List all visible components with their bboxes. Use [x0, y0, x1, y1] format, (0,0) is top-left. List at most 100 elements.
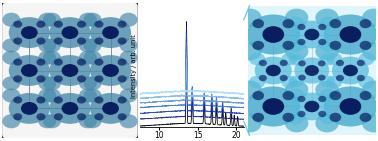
- Ellipse shape: [249, 76, 265, 88]
- Ellipse shape: [13, 113, 22, 120]
- Ellipse shape: [2, 13, 20, 27]
- Ellipse shape: [38, 13, 56, 27]
- Ellipse shape: [297, 111, 305, 117]
- Ellipse shape: [79, 114, 97, 128]
- Ellipse shape: [2, 76, 20, 90]
- Ellipse shape: [38, 38, 56, 53]
- Ellipse shape: [118, 37, 127, 45]
- Ellipse shape: [315, 9, 339, 27]
- Ellipse shape: [280, 75, 288, 81]
- Ellipse shape: [294, 57, 329, 84]
- Ellipse shape: [54, 37, 63, 45]
- Ellipse shape: [94, 59, 104, 66]
- Ellipse shape: [119, 76, 138, 90]
- Ellipse shape: [77, 75, 86, 82]
- Ellipse shape: [336, 75, 344, 81]
- Ellipse shape: [118, 96, 127, 104]
- Ellipse shape: [246, 15, 300, 55]
- Ellipse shape: [54, 113, 63, 120]
- Ellipse shape: [13, 96, 22, 104]
- Ellipse shape: [13, 37, 22, 45]
- Ellipse shape: [119, 38, 138, 53]
- Ellipse shape: [288, 89, 304, 101]
- Ellipse shape: [362, 114, 378, 132]
- Ellipse shape: [84, 38, 102, 53]
- Ellipse shape: [43, 13, 61, 27]
- Ellipse shape: [2, 51, 20, 65]
- Ellipse shape: [330, 19, 341, 28]
- Ellipse shape: [118, 75, 127, 82]
- Ellipse shape: [282, 113, 294, 122]
- Ellipse shape: [9, 93, 50, 124]
- Ellipse shape: [358, 53, 375, 65]
- Ellipse shape: [288, 40, 304, 52]
- Ellipse shape: [285, 114, 308, 132]
- Ellipse shape: [43, 114, 61, 128]
- Ellipse shape: [259, 60, 267, 66]
- Ellipse shape: [318, 60, 325, 66]
- Ellipse shape: [36, 21, 45, 28]
- Ellipse shape: [38, 88, 56, 103]
- Ellipse shape: [288, 17, 304, 29]
- Ellipse shape: [315, 114, 339, 132]
- Ellipse shape: [318, 39, 326, 45]
- Ellipse shape: [36, 75, 45, 82]
- Ellipse shape: [298, 60, 306, 66]
- Ellipse shape: [77, 21, 86, 28]
- FancyBboxPatch shape: [1, 1, 139, 140]
- Ellipse shape: [119, 13, 138, 27]
- Ellipse shape: [36, 96, 45, 104]
- Ellipse shape: [339, 26, 361, 43]
- Ellipse shape: [54, 21, 63, 28]
- Ellipse shape: [13, 75, 22, 82]
- Ellipse shape: [330, 91, 341, 100]
- Ellipse shape: [90, 55, 131, 86]
- Ellipse shape: [79, 76, 97, 90]
- Ellipse shape: [293, 21, 330, 48]
- Ellipse shape: [318, 111, 326, 117]
- Ellipse shape: [266, 65, 281, 76]
- Ellipse shape: [297, 39, 305, 45]
- Ellipse shape: [102, 26, 119, 39]
- Ellipse shape: [50, 17, 90, 48]
- Ellipse shape: [262, 26, 284, 43]
- Ellipse shape: [326, 76, 342, 88]
- Ellipse shape: [38, 51, 56, 65]
- Ellipse shape: [94, 113, 104, 120]
- Ellipse shape: [50, 55, 90, 86]
- Ellipse shape: [246, 86, 300, 126]
- Ellipse shape: [84, 88, 102, 103]
- Ellipse shape: [285, 42, 308, 60]
- Ellipse shape: [362, 42, 378, 60]
- Ellipse shape: [84, 114, 102, 128]
- Ellipse shape: [79, 51, 97, 65]
- Ellipse shape: [21, 102, 38, 115]
- Ellipse shape: [9, 17, 50, 48]
- Ellipse shape: [320, 40, 336, 52]
- FancyBboxPatch shape: [245, 4, 378, 137]
- Ellipse shape: [262, 98, 284, 115]
- Ellipse shape: [43, 38, 61, 53]
- Ellipse shape: [253, 91, 264, 100]
- Ellipse shape: [102, 64, 119, 77]
- Ellipse shape: [2, 88, 20, 103]
- Ellipse shape: [2, 38, 20, 53]
- Ellipse shape: [118, 21, 127, 28]
- Ellipse shape: [94, 37, 104, 45]
- Ellipse shape: [343, 65, 358, 76]
- Ellipse shape: [305, 65, 319, 76]
- Ellipse shape: [297, 24, 305, 30]
- Ellipse shape: [324, 86, 377, 126]
- Ellipse shape: [9, 55, 50, 86]
- Ellipse shape: [36, 59, 45, 66]
- Ellipse shape: [94, 75, 104, 82]
- Ellipse shape: [36, 37, 45, 45]
- Ellipse shape: [84, 51, 102, 65]
- Ellipse shape: [79, 88, 97, 103]
- Ellipse shape: [359, 41, 371, 50]
- Ellipse shape: [289, 54, 304, 66]
- Ellipse shape: [77, 113, 86, 120]
- Ellipse shape: [77, 59, 86, 66]
- Ellipse shape: [318, 24, 326, 30]
- Ellipse shape: [21, 64, 38, 77]
